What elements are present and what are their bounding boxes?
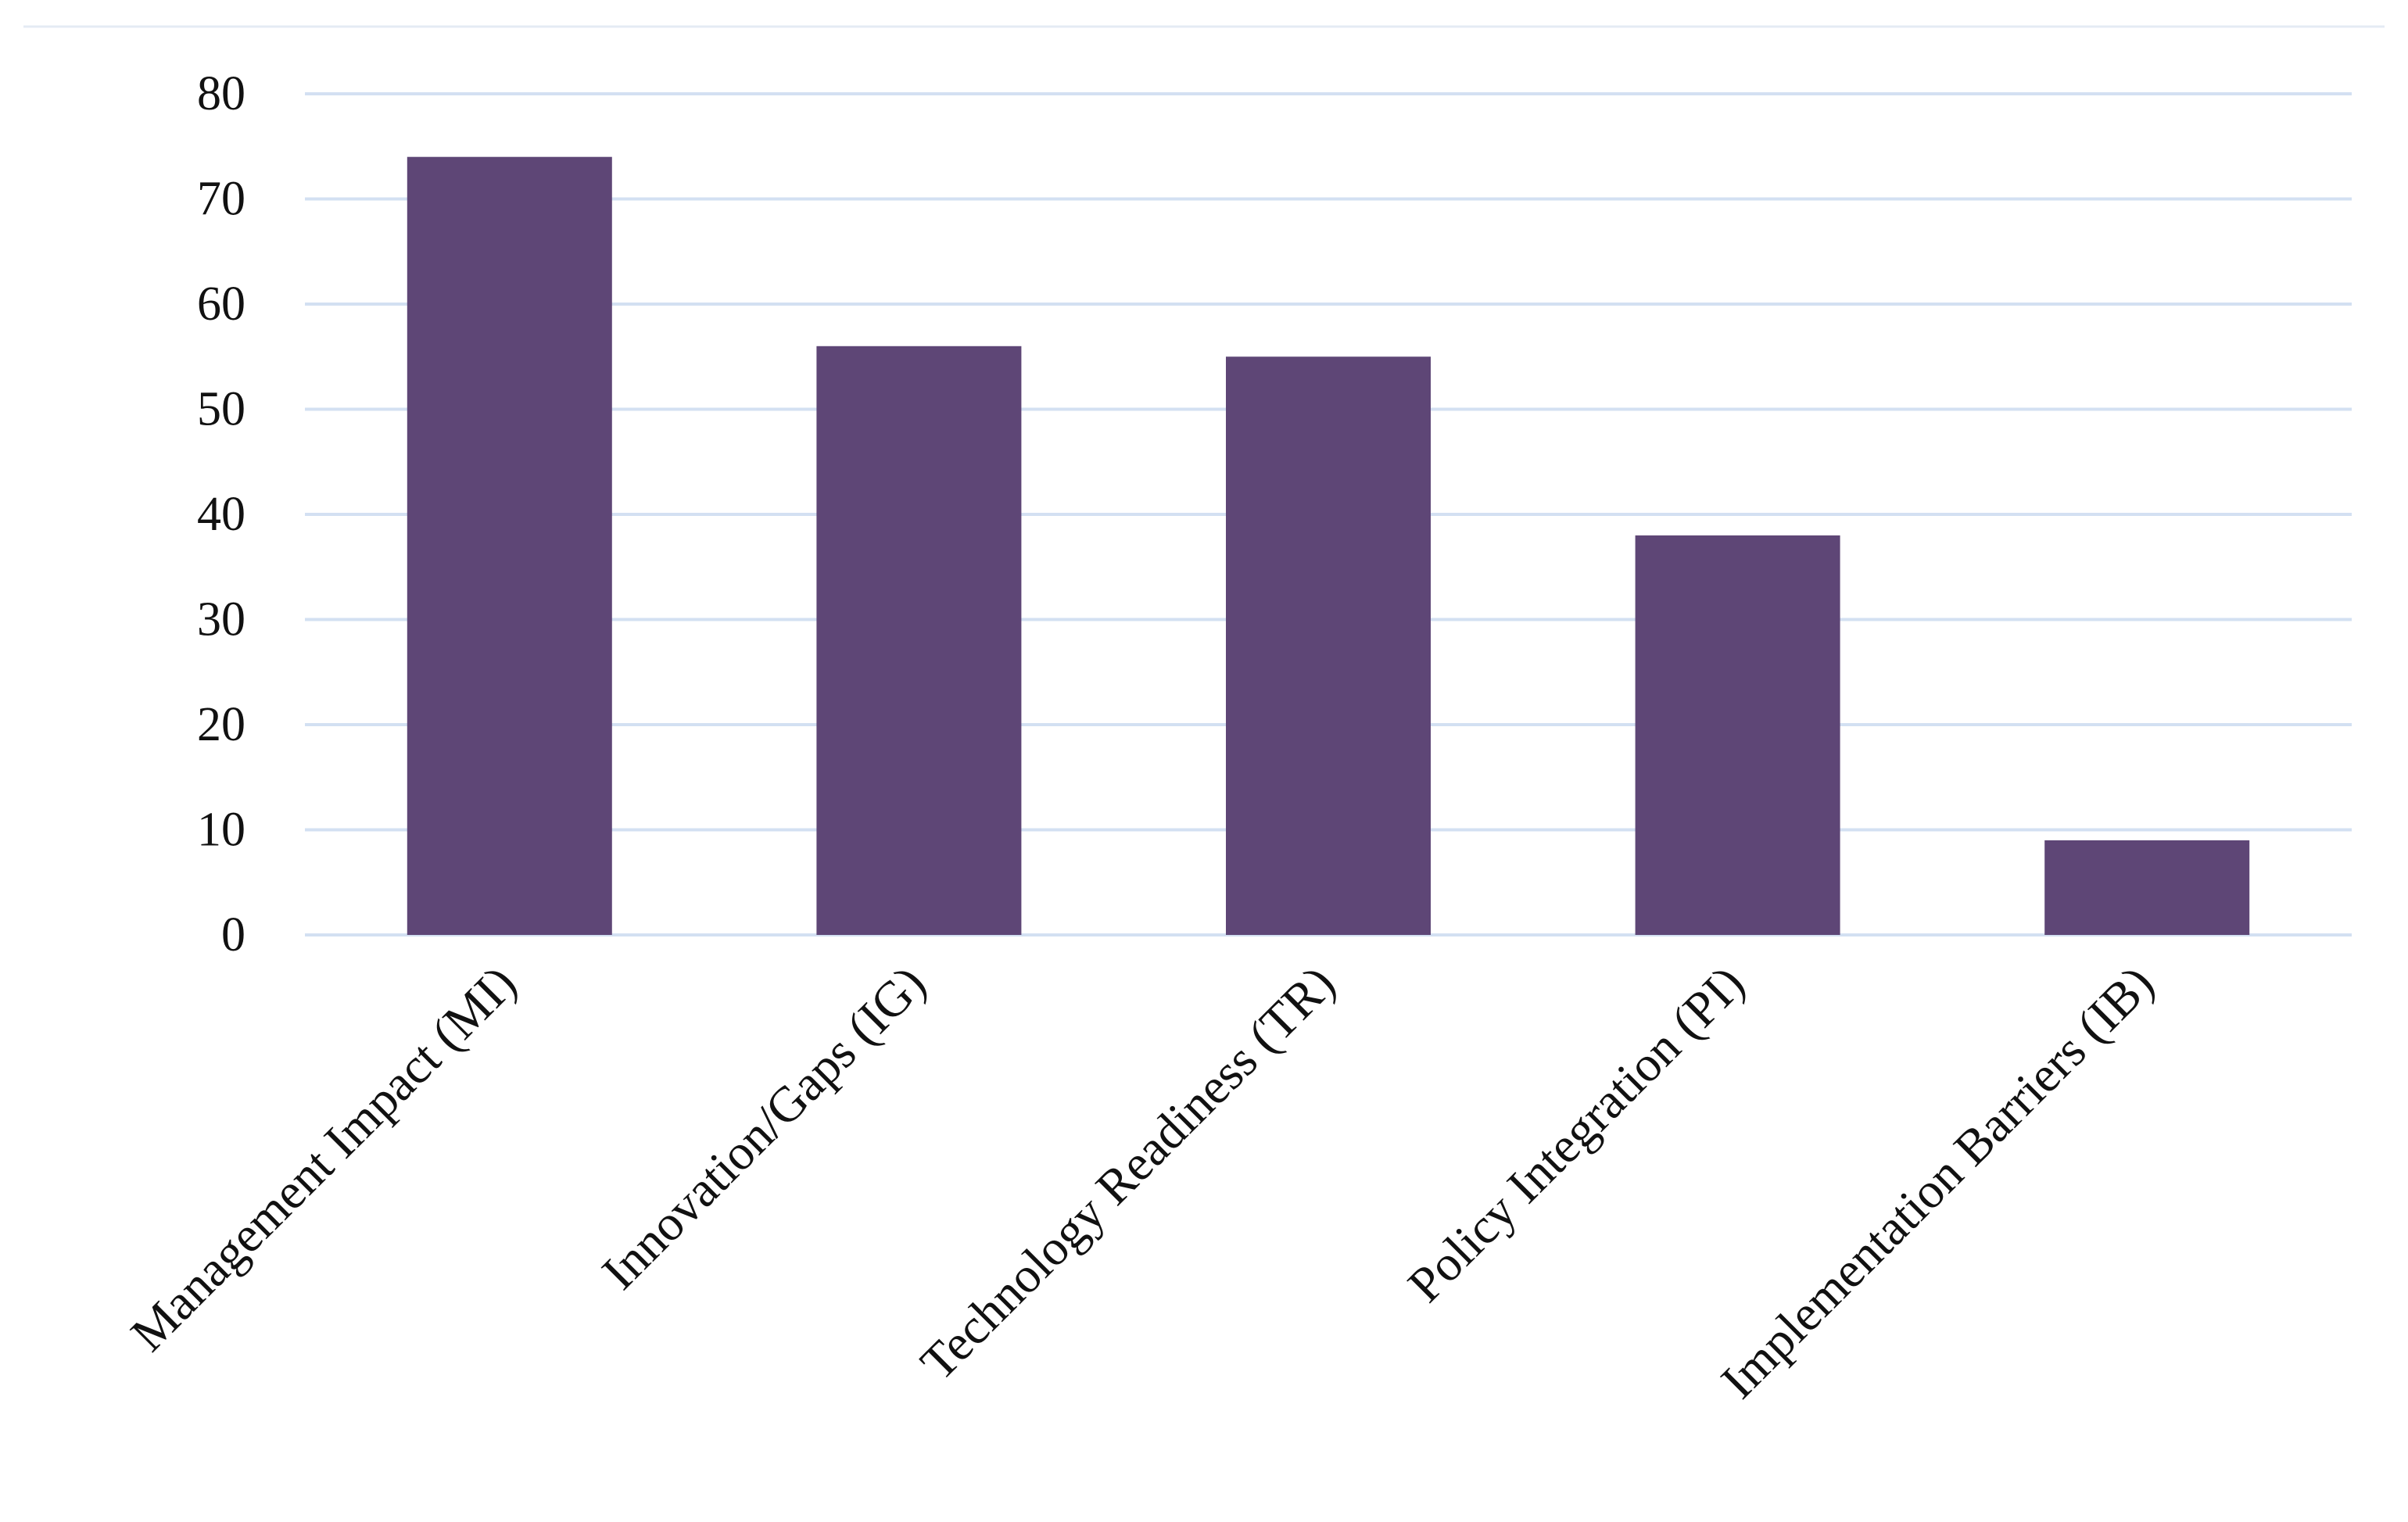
bar [2044,840,2250,935]
y-tick-label: 70 [197,173,245,226]
bar [407,156,612,935]
y-tick-label: 50 [197,383,245,436]
y-tick-label: 0 [221,908,245,962]
bar [1635,535,1840,935]
x-tick-label: Management Impact (MI) [120,955,527,1362]
y-tick-label: 80 [197,67,245,120]
bar [816,346,1022,935]
x-tick-label: Innovation/Gaps (IG) [591,955,936,1300]
bar [1226,356,1431,935]
x-tick-label: Implementation Barriers (IB) [1711,955,2165,1409]
bars [407,156,2250,935]
y-tick-label: 20 [197,698,245,751]
x-tick-label: Policy Integration (PI) [1397,955,1754,1313]
y-tick-label: 30 [197,593,245,646]
y-tick-label: 40 [197,488,245,541]
y-tick-label: 60 [197,278,245,331]
x-axis-labels: Management Impact (MI) Innovation/Gaps (I… [120,955,2165,1409]
y-tick-label: 10 [197,804,245,857]
y-axis-ticks: 0 10 20 30 40 50 60 70 80 [197,67,245,962]
x-tick-label: Technology Readiness (TR) [910,955,1346,1391]
